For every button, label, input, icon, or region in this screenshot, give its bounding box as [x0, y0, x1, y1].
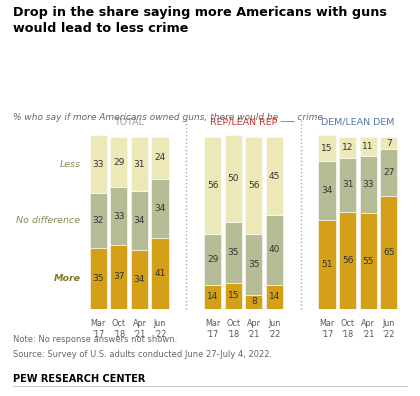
Text: Apr
'21: Apr '21: [247, 319, 261, 339]
Bar: [266, 215, 283, 285]
Bar: [225, 222, 242, 283]
Bar: [266, 285, 283, 309]
Bar: [152, 137, 168, 179]
Text: Apr
'21: Apr '21: [132, 319, 147, 339]
Text: 27: 27: [383, 168, 394, 177]
Bar: [152, 179, 168, 238]
Text: 56: 56: [207, 181, 218, 190]
Text: 34: 34: [134, 275, 145, 284]
Text: 65: 65: [383, 248, 394, 257]
Text: 56: 56: [248, 181, 260, 190]
Text: Apr
'21: Apr '21: [361, 319, 375, 339]
Bar: [225, 135, 242, 222]
Bar: [90, 248, 107, 309]
Text: More: More: [53, 274, 81, 283]
Bar: [152, 238, 168, 309]
Text: 51: 51: [321, 260, 333, 269]
Text: 33: 33: [92, 160, 104, 169]
Bar: [131, 250, 148, 309]
Bar: [360, 213, 377, 309]
Text: 12: 12: [342, 143, 353, 152]
Text: 14: 14: [269, 292, 280, 301]
Text: Less: Less: [60, 160, 81, 169]
Text: 41: 41: [155, 269, 166, 278]
Bar: [245, 137, 262, 234]
Text: DEM/LEAN DEM: DEM/LEAN DEM: [321, 118, 394, 127]
Text: 31: 31: [134, 160, 145, 169]
Bar: [90, 192, 107, 248]
Bar: [110, 137, 127, 187]
Bar: [131, 137, 148, 191]
Text: Oct
'18: Oct '18: [341, 319, 354, 339]
Text: % who say if more Americans owned guns, there would be ___ crime: % who say if more Americans owned guns, …: [13, 113, 323, 122]
Text: 34: 34: [321, 187, 333, 195]
Bar: [131, 191, 148, 250]
Text: 29: 29: [207, 255, 218, 264]
Bar: [204, 137, 221, 234]
Text: Source: Survey of U.S. adults conducted June 27-July 4, 2022.: Source: Survey of U.S. adults conducted …: [13, 350, 272, 360]
Text: 50: 50: [228, 174, 239, 183]
Text: 24: 24: [155, 153, 165, 162]
Text: 45: 45: [269, 171, 280, 181]
Text: PEW RESEARCH CENTER: PEW RESEARCH CENTER: [13, 374, 145, 384]
Bar: [245, 234, 262, 295]
Text: 29: 29: [113, 158, 125, 167]
Text: No difference: No difference: [16, 216, 81, 225]
Bar: [204, 234, 221, 285]
Text: Oct
'18: Oct '18: [226, 319, 240, 339]
Text: Drop in the share saying more Americans with guns
would lead to less crime: Drop in the share saying more Americans …: [13, 6, 386, 35]
Text: 40: 40: [269, 246, 280, 254]
Text: 11: 11: [362, 142, 374, 151]
Text: 56: 56: [342, 256, 353, 265]
Bar: [360, 137, 377, 156]
Text: 35: 35: [248, 260, 260, 269]
Bar: [339, 137, 356, 158]
Text: 37: 37: [113, 272, 125, 281]
Bar: [245, 295, 262, 309]
Text: Note: No response answers not shown.: Note: No response answers not shown.: [13, 335, 177, 344]
Text: 32: 32: [92, 216, 104, 225]
Bar: [110, 245, 127, 309]
Bar: [266, 137, 283, 215]
Text: Jun
'22: Jun '22: [383, 319, 395, 339]
Text: Oct
'18: Oct '18: [112, 319, 126, 339]
Text: 33: 33: [113, 211, 125, 221]
Text: Jun
'22: Jun '22: [154, 319, 166, 339]
Bar: [380, 149, 397, 196]
Text: 35: 35: [228, 248, 239, 257]
Bar: [339, 158, 356, 212]
Text: REP/LEAN REP: REP/LEAN REP: [210, 118, 277, 127]
Text: 7: 7: [386, 139, 391, 148]
Text: TOTAL: TOTAL: [114, 118, 144, 127]
Text: 15: 15: [228, 291, 239, 301]
Text: 8: 8: [251, 297, 257, 307]
Bar: [380, 196, 397, 309]
Text: 55: 55: [362, 257, 374, 266]
Text: 15: 15: [321, 144, 333, 153]
Text: Mar
'17: Mar '17: [319, 319, 335, 339]
Bar: [110, 187, 127, 245]
Text: 14: 14: [207, 292, 218, 301]
Text: 33: 33: [362, 180, 374, 189]
Text: 31: 31: [342, 180, 353, 189]
Bar: [360, 156, 377, 213]
Text: Mar
'17: Mar '17: [205, 319, 220, 339]
Text: 34: 34: [155, 204, 166, 213]
Bar: [380, 137, 397, 149]
Bar: [318, 221, 336, 309]
Text: 35: 35: [92, 274, 104, 283]
Bar: [90, 135, 107, 192]
Bar: [204, 285, 221, 309]
Text: 34: 34: [134, 216, 145, 225]
Text: Mar
'17: Mar '17: [91, 319, 106, 339]
Bar: [339, 212, 356, 309]
Text: Jun
'22: Jun '22: [268, 319, 281, 339]
Bar: [318, 162, 336, 221]
Bar: [225, 283, 242, 309]
Bar: [318, 135, 336, 162]
